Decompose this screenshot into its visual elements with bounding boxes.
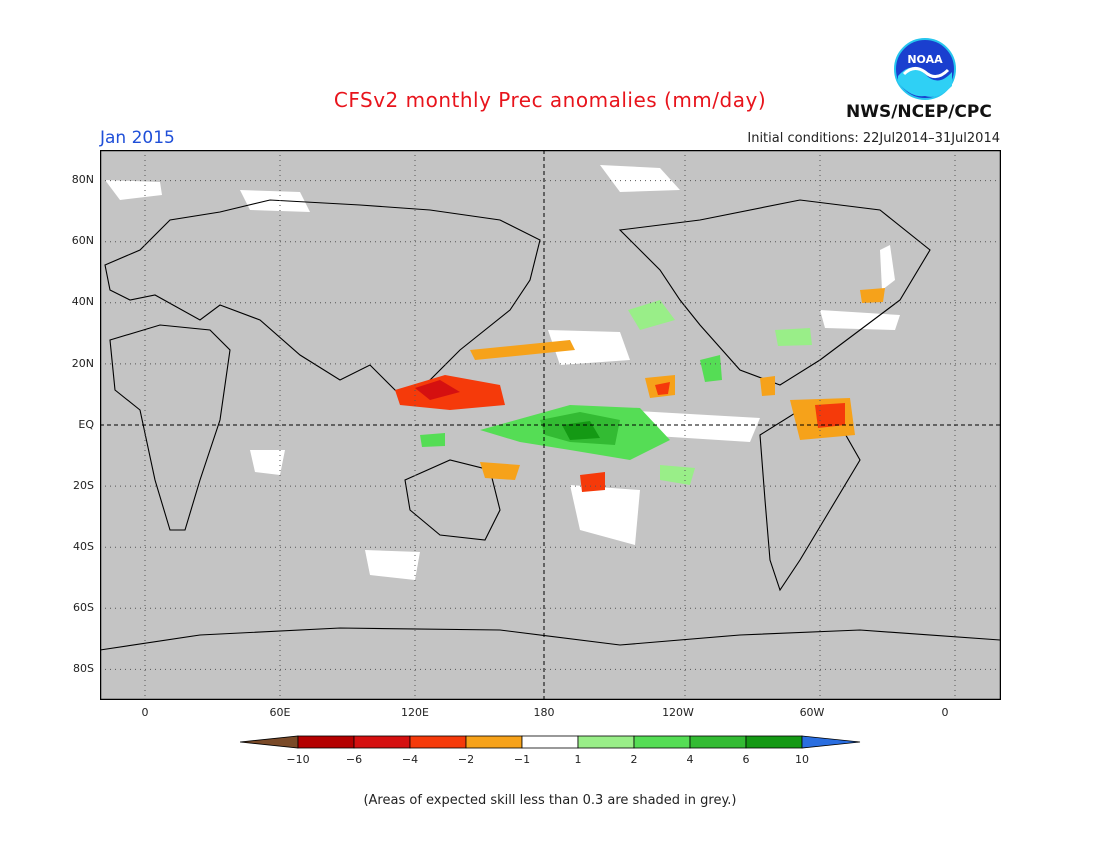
legend-label-m2: −2 bbox=[457, 753, 475, 766]
lon-label-120w: 120W bbox=[662, 706, 694, 719]
dry-caribbean bbox=[760, 376, 775, 396]
white-patch-canada bbox=[880, 245, 895, 290]
dry-epac bbox=[655, 382, 670, 395]
forecast-month: Jan 2015 bbox=[100, 128, 175, 148]
lon-label-60w: 60W bbox=[799, 706, 825, 719]
white-patch-siberia bbox=[240, 190, 310, 212]
legend-swatch-9 bbox=[745, 735, 803, 749]
legend-label-2: 2 bbox=[630, 753, 638, 766]
legend-swatch-7 bbox=[633, 735, 691, 749]
legend-label-10: 10 bbox=[795, 753, 809, 766]
lat-label-20n: 20N bbox=[71, 357, 94, 370]
legend-arrow-left bbox=[240, 735, 299, 749]
wet-indo bbox=[420, 433, 445, 447]
coast-antarctica bbox=[100, 627, 1001, 651]
lon-label-0: 0 bbox=[141, 706, 149, 719]
coastlines bbox=[100, 199, 1001, 651]
neutral-anomaly-areas bbox=[105, 165, 900, 580]
legend-swatch-8 bbox=[689, 735, 747, 749]
dry-spac bbox=[580, 472, 605, 492]
dry-amazon-core bbox=[815, 403, 845, 428]
skill-footnote: (Areas of expected skill less than 0.3 a… bbox=[363, 793, 737, 808]
white-patch-russia bbox=[600, 165, 680, 192]
lat-label-eq: EQ bbox=[78, 418, 94, 431]
lat-label-40n: 40N bbox=[71, 295, 94, 308]
coast-north-america bbox=[618, 199, 931, 386]
lat-label-80n: 80N bbox=[71, 173, 94, 186]
legend-swatch-4 bbox=[465, 735, 523, 749]
initial-conditions: Initial conditions: 22Jul2014–31Jul2014 bbox=[747, 131, 1000, 146]
legend-label-m4: −4 bbox=[401, 753, 419, 766]
lat-label-60n: 60N bbox=[71, 234, 94, 247]
precip-anomaly-map bbox=[100, 150, 1001, 700]
chart-title: CFSv2 monthly Prec anomalies (mm/day) bbox=[333, 88, 767, 112]
white-patch-saf bbox=[250, 450, 285, 475]
lat-label-60s: 60S bbox=[73, 601, 94, 614]
lon-label-120e: 120E bbox=[401, 706, 429, 719]
wet-npac bbox=[628, 300, 675, 330]
legend-swatch-1 bbox=[297, 735, 355, 749]
coast-africa bbox=[109, 324, 231, 531]
wet-cpac-inner bbox=[562, 421, 600, 440]
legend-swatch-5 bbox=[521, 735, 579, 749]
color-legend bbox=[240, 735, 861, 749]
noaa-logo-icon: NOAA bbox=[894, 38, 956, 100]
lat-label-80s: 80S bbox=[73, 662, 94, 675]
wet-spcz bbox=[660, 465, 695, 485]
dry-aus-ne bbox=[480, 462, 520, 480]
wet-anomaly-areas bbox=[420, 300, 812, 485]
legend-swatch-2 bbox=[353, 735, 411, 749]
lon-label-60e: 60E bbox=[269, 706, 291, 719]
lon-label-180: 180 bbox=[533, 706, 555, 719]
legend-label-m1: −1 bbox=[513, 753, 531, 766]
coast-australia bbox=[404, 459, 501, 541]
legend-swatch-6 bbox=[577, 735, 635, 749]
wet-mexico bbox=[700, 355, 722, 382]
legend-label-4: 4 bbox=[686, 753, 694, 766]
logo-text: NOAA bbox=[907, 53, 943, 66]
lon-label-0-east: 0 bbox=[941, 706, 949, 719]
dry-npac-strip bbox=[470, 340, 575, 360]
lat-label-40s: 40S bbox=[73, 540, 94, 553]
dry-natl bbox=[860, 288, 885, 303]
legend-label-1: 1 bbox=[574, 753, 582, 766]
legend-swatch-3 bbox=[409, 735, 467, 749]
dry-wpac-2 bbox=[415, 380, 460, 400]
white-patch-npac bbox=[548, 330, 630, 365]
legend-label-6: 6 bbox=[742, 753, 750, 766]
agency-label: NWS/NCEP/CPC bbox=[846, 102, 992, 122]
white-patch-so bbox=[365, 550, 420, 580]
white-patch-spac bbox=[570, 485, 640, 545]
dry-anomaly-areas bbox=[395, 288, 885, 492]
coast-europe-asia bbox=[104, 199, 541, 396]
map-frame bbox=[100, 150, 1001, 700]
lat-label-20s: 20S bbox=[73, 479, 94, 492]
legend-label-m6: −6 bbox=[345, 753, 363, 766]
legend-arrow-right bbox=[801, 735, 861, 749]
white-patch-arctic bbox=[105, 180, 162, 200]
legend-label-m10: −10 bbox=[286, 753, 310, 766]
wet-atl bbox=[775, 328, 812, 346]
